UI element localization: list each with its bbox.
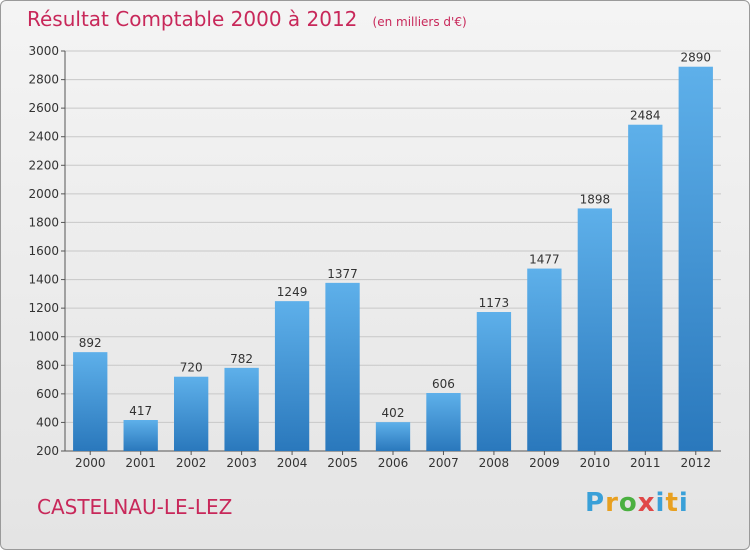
data-label-2012: 2890 xyxy=(680,51,711,65)
axes: 200 400 600 800 1000 1200 1400 1600 1800 2000 2200… xyxy=(28,44,721,470)
x-tick-label-2008: 2008 xyxy=(479,456,510,470)
bar-2005 xyxy=(325,282,360,451)
y-tick-label: 800 xyxy=(36,358,59,372)
chart-title: Résultat Comptable 2000 à 2012 xyxy=(27,7,358,31)
bar-2008 xyxy=(476,312,512,451)
x-tick-label-2006: 2006 xyxy=(378,456,409,470)
y-tick-label: 1800 xyxy=(28,215,59,229)
x-tick-label-2005: 2005 xyxy=(327,456,358,470)
data-label-2005: 1377 xyxy=(327,267,358,281)
bar-2007 xyxy=(426,393,461,451)
y-tick-label: 2800 xyxy=(28,73,59,87)
data-label-2003: 782 xyxy=(230,352,253,366)
bar-2011 xyxy=(628,124,663,451)
y-tick-label: 600 xyxy=(36,387,59,401)
y-tick-label: 1600 xyxy=(28,244,59,258)
data-label-2004: 1249 xyxy=(277,285,308,299)
bar-2012 xyxy=(678,66,713,451)
x-tick-label-2001: 2001 xyxy=(125,456,156,470)
bar-2000 xyxy=(73,352,108,451)
logo-letter: o xyxy=(618,488,638,518)
city-name: CASTELNAU-LE-LEZ xyxy=(37,495,233,519)
y-tick-label: 3000 xyxy=(28,44,59,58)
grid-lines xyxy=(65,50,721,452)
y-tick-label: 1000 xyxy=(28,330,59,344)
bar-2003 xyxy=(224,367,259,451)
bar-2006 xyxy=(375,422,411,451)
data-label-2011: 2484 xyxy=(630,109,661,123)
data-label-2008: 1173 xyxy=(479,296,510,310)
bar-2002 xyxy=(173,376,209,451)
bar-2004 xyxy=(274,301,310,451)
y-tick-label: 1200 xyxy=(28,301,59,315)
chart-unit: (en milliers d'€) xyxy=(372,15,467,29)
y-tick-label: 2600 xyxy=(28,101,59,115)
data-label-2009: 1477 xyxy=(529,253,560,267)
x-tick-label-2002: 2002 xyxy=(176,456,207,470)
bar-2010 xyxy=(577,208,613,451)
y-tick-label: 2000 xyxy=(28,187,59,201)
logo-letter: x xyxy=(637,488,656,518)
data-label-2010: 1898 xyxy=(580,192,611,206)
data-label-2000: 892 xyxy=(79,336,102,350)
x-tick-label-2004: 2004 xyxy=(277,456,308,470)
data-label-2007: 606 xyxy=(432,377,455,391)
data-label-2006: 402 xyxy=(382,406,405,420)
bar-2001 xyxy=(123,420,158,451)
data-label-2002: 720 xyxy=(180,361,203,375)
y-tick-label: 2200 xyxy=(28,158,59,172)
x-tick-label-2000: 2000 xyxy=(75,456,106,470)
logo-letter: P xyxy=(585,488,606,518)
proxiti-logo[interactable]: Proxiti xyxy=(585,488,689,518)
x-tick-label-2003: 2003 xyxy=(226,456,257,470)
x-tick-label-2011: 2011 xyxy=(630,456,661,470)
logo-letter: r xyxy=(605,488,619,518)
x-tick-label-2010: 2010 xyxy=(580,456,611,470)
logo-letter: t xyxy=(665,488,679,518)
data-label-2001: 417 xyxy=(129,404,152,418)
logo-letter: i xyxy=(655,488,666,518)
bars: 892 417 720 782 1249 1377 402 606 1173 1477 1898 24… xyxy=(73,51,713,451)
y-tick-label: 400 xyxy=(36,415,59,429)
y-tick-label: 2400 xyxy=(28,130,59,144)
bar-2009 xyxy=(527,268,562,451)
y-tick-label: 1400 xyxy=(28,273,59,287)
x-tick-label-2007: 2007 xyxy=(428,456,459,470)
x-tick-label-2009: 2009 xyxy=(529,456,560,470)
y-tick-label: 200 xyxy=(36,444,59,458)
x-tick-label-2012: 2012 xyxy=(680,456,711,470)
logo-letter: i xyxy=(678,488,689,518)
chart-title-block: Résultat Comptable 2000 à 2012 (en milli… xyxy=(27,7,467,31)
